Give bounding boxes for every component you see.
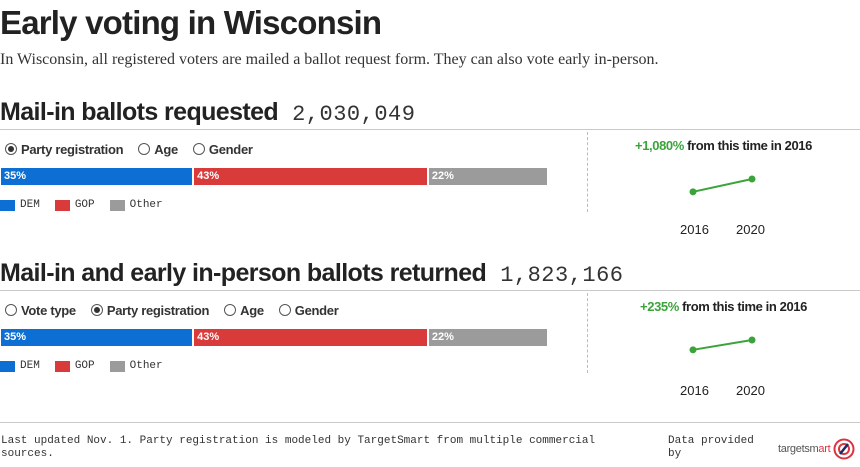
section-rule	[0, 290, 860, 291]
bar-segment-other: 22%	[426, 168, 547, 185]
spark-year-label-2016: 2016	[680, 383, 709, 398]
sparkline-chart	[689, 175, 756, 196]
footer-rule	[0, 422, 860, 423]
option-gender[interactable]: Gender	[278, 302, 339, 318]
sparkline-chart	[689, 336, 756, 354]
legend-swatch	[109, 199, 125, 211]
legend-label: Other	[129, 360, 163, 372]
option-age[interactable]: Age	[138, 142, 178, 157]
option-label: Age	[240, 302, 264, 318]
logo-wordmark: targetsmart	[778, 443, 831, 455]
section-rule	[0, 129, 860, 130]
sparkline-line	[692, 178, 753, 193]
radio-button-icon[interactable]	[5, 304, 17, 316]
logo-text-accent: art	[818, 443, 831, 455]
breakdown-options: Vote type Party registration Age Gender	[5, 300, 354, 320]
sparkline-point-2016	[689, 188, 697, 196]
bar-legend: DEM GOP Other	[0, 360, 178, 372]
sparkline-point-2020	[748, 336, 756, 344]
legend-item-dem: DEM	[0, 199, 40, 211]
logo-text-main: targetsm	[778, 443, 819, 455]
option-label: Vote type	[21, 302, 76, 318]
option-label: Party registration	[21, 141, 124, 157]
sparkline-point-2020	[748, 175, 756, 183]
radio-button-icon[interactable]	[138, 143, 151, 155]
party-share-bar: 35% 43% 22%	[1, 168, 547, 185]
section-header: Mail-in and early in-person ballots retu…	[0, 259, 624, 289]
option-age[interactable]: Age	[224, 303, 264, 318]
bar-legend: DEM GOP Other	[0, 199, 178, 211]
bar-segment-gop: 43%	[192, 329, 427, 346]
legend-swatch	[54, 199, 70, 211]
option-label: Gender	[294, 302, 339, 318]
bar-segment-dem: 35%	[1, 329, 193, 346]
dashed-divider	[587, 132, 588, 212]
dashed-divider	[587, 293, 588, 373]
change-from-2016: +235% from this time in 2016	[587, 299, 860, 314]
change-percent: +1,080%	[635, 138, 684, 153]
option-gender[interactable]: Gender	[192, 141, 253, 157]
legend-swatch	[0, 360, 15, 372]
legend-item-other: Other	[109, 199, 163, 211]
bar-segment-dem: 35%	[1, 168, 193, 185]
radio-button-icon[interactable]	[192, 143, 205, 155]
option-vote-type[interactable]: Vote type	[5, 303, 76, 318]
change-text: from this time in 2016	[678, 299, 807, 314]
bar-segment-other: 22%	[426, 329, 547, 346]
change-percent: +235%	[640, 299, 679, 314]
legend-item-gop: GOP	[54, 360, 95, 372]
footnote: Last updated Nov. 1. Party registration …	[1, 435, 596, 460]
option-party-registration[interactable]: Party registration	[5, 141, 124, 157]
change-from-2016: +1,080% from this time in 2016	[587, 138, 860, 153]
radio-button-icon[interactable]	[5, 143, 17, 155]
legend-swatch	[54, 360, 70, 372]
spark-year-label-2020: 2020	[736, 383, 765, 398]
breakdown-options: Party registration Age Gender	[5, 139, 268, 159]
legend-item-gop: GOP	[54, 199, 95, 211]
legend-label: GOP	[74, 199, 95, 211]
legend-label: Other	[129, 199, 163, 211]
party-share-bar: 35% 43% 22%	[1, 329, 547, 346]
section-count: 2,030,049	[292, 102, 416, 127]
page-title: Early voting in Wisconsin	[0, 4, 382, 41]
bar-segment-gop: 43%	[192, 168, 427, 185]
option-label: Gender	[208, 141, 253, 157]
legend-label: DEM	[20, 360, 40, 372]
section-header: Mail-in ballots requested 2,030,049	[0, 98, 415, 128]
spark-year-label-2020: 2020	[736, 222, 765, 237]
section-ballots-returned: Mail-in and early in-person ballots retu…	[0, 259, 860, 409]
change-text: from this time in 2016	[683, 138, 812, 153]
radio-button-icon[interactable]	[90, 304, 103, 316]
section-title: Mail-in and early in-person ballots retu…	[0, 259, 487, 287]
legend-item-other: Other	[109, 360, 163, 372]
sparkline-point-2016	[689, 346, 697, 354]
option-label: Age	[154, 141, 178, 157]
section-ballots-requested: Mail-in ballots requested 2,030,049 Party…	[0, 98, 860, 248]
spark-year-label-2016: 2016	[680, 222, 709, 237]
legend-swatch	[0, 199, 15, 211]
section-count: 1,823,166	[500, 263, 624, 288]
legend-swatch	[109, 360, 125, 372]
option-label: Party registration	[106, 302, 210, 318]
data-provided-by: Data provided by	[668, 435, 754, 460]
option-party-registration[interactable]: Party registration	[90, 302, 210, 318]
legend-item-dem: DEM	[0, 360, 40, 372]
page-subtitle: In Wisconsin, all registered voters are …	[0, 51, 659, 68]
legend-label: GOP	[74, 360, 95, 372]
radio-button-icon[interactable]	[278, 304, 291, 316]
targetsmart-logo[interactable]: targetsmart	[778, 438, 855, 460]
sparkline-line	[692, 339, 753, 351]
radio-button-icon[interactable]	[224, 304, 237, 316]
targetsmart-logo-icon	[833, 438, 855, 460]
legend-label: DEM	[20, 199, 40, 211]
section-title: Mail-in ballots requested	[0, 98, 279, 126]
